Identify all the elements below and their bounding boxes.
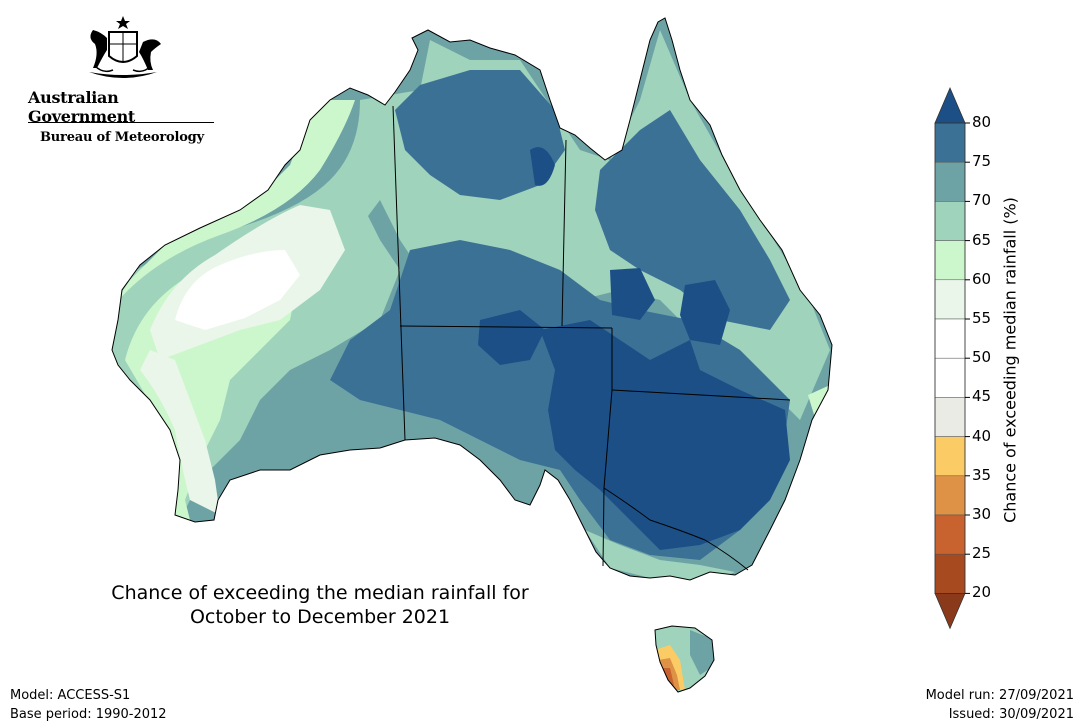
colorbar-tick-label: 70 [972,191,992,210]
colorbar-segment [934,357,966,398]
colorbar-extend-low [934,593,966,630]
agency-name: Bureau of Meteorology [40,130,204,145]
colorbar-title: Chance of exceeding median rainfall (%) [1000,197,1020,523]
base-period-label: Base period: 1990-2012 [10,707,167,722]
model-run-label: Model run: 27/09/2021 [925,688,1074,703]
colorbar-tick-label: 80 [972,113,992,131]
colorbar-segment [934,240,966,281]
colorbar-segment [934,161,966,202]
government-name: Australian Government [28,88,136,126]
colorbar-segment [934,318,966,359]
colorbar-tick-label: 60 [972,269,992,288]
colorbar-extend-high [934,86,966,124]
colorbar-segment [934,279,966,320]
colorbar-segment [934,475,966,516]
government-logo: Australian Government Bureau of Meteorol… [28,10,218,145]
colorbar-tick-label: 45 [972,387,992,406]
rainfall-probability-field [112,18,832,580]
tasmania-field [655,626,714,692]
state-borders [392,105,791,571]
colorbar-tick-label: 30 [972,505,992,523]
colorbar-tick-label: 50 [972,348,992,367]
issued-label: Issued: 30/09/2021 [948,707,1074,722]
coat-of-arms-icon [89,16,161,78]
colorbar-segment [934,553,966,594]
colorbar-tick-label: 40 [972,426,992,445]
logo-divider [28,122,214,123]
map-title-line-1: Chance of exceeding the median rainfall … [111,582,529,604]
colorbar-segment [934,201,966,241]
colorbar-tick-label: 55 [972,309,992,327]
colorbar-tick-label: 25 [972,544,992,563]
colorbar-tick-label: 65 [972,230,992,249]
colorbar-segment [934,122,966,163]
colorbar-tick-label: 35 [972,465,992,484]
colorbar-segment [934,514,966,555]
colorbar-segment [934,397,966,437]
model-label: Model: ACCESS-S1 [10,688,131,703]
colorbar [934,86,970,630]
colorbar-segment [934,436,966,477]
colorbar-tick-label: 75 [972,152,992,171]
map-title-line-2: October to December 2021 [189,606,451,628]
colorbar-tick-label: 20 [972,583,992,602]
